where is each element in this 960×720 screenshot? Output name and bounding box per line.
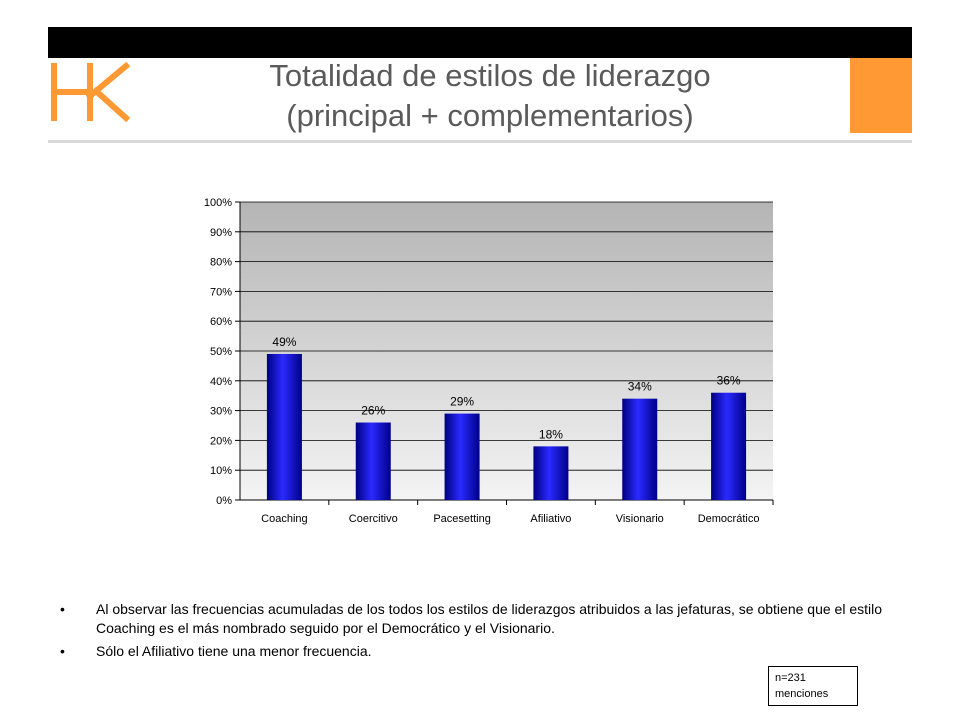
data-label: 49% — [272, 335, 296, 349]
header-bar — [48, 27, 912, 58]
y-tick-label: 80% — [210, 257, 232, 269]
data-label: 18% — [539, 427, 563, 441]
y-tick-label: 70% — [210, 286, 232, 298]
y-tick-label: 40% — [210, 376, 232, 388]
y-tick-label: 60% — [210, 316, 232, 328]
data-label: 26% — [361, 404, 385, 418]
sample-size-note: n=231 menciones — [768, 666, 858, 706]
slide-title: Totalidad de estilos de liderazgo (princ… — [140, 56, 840, 136]
y-tick-label: 30% — [210, 406, 232, 418]
data-label: 34% — [628, 380, 652, 394]
x-tick-label: Democrático — [698, 513, 760, 525]
bar — [533, 446, 569, 500]
x-tick-label: Coaching — [261, 513, 307, 525]
bar-chart: 0% 10% 20% 30% 40% 50% 60% 70% 80% 90% 100% 49% Coa… — [204, 197, 774, 525]
y-tick-label: 0% — [216, 495, 232, 507]
title-line-1: Totalidad de estilos de liderazgo — [269, 58, 711, 93]
header-divider — [48, 140, 912, 143]
x-tick-label: Visionario — [616, 513, 664, 525]
y-tick-label: 10% — [210, 465, 232, 477]
x-tick-label: Coercitivo — [349, 513, 398, 525]
y-tick-label: 100% — [204, 197, 232, 209]
title-line-2: (principal + complementarios) — [286, 98, 694, 133]
note-text: Sólo el Afiliativo tiene una menor frecu… — [96, 643, 372, 659]
notes-list: • Al observar las frecuencias acumuladas… — [60, 600, 910, 665]
bullet-glyph: • — [60, 601, 65, 617]
y-tick-label: 90% — [210, 227, 232, 239]
sample-size-value: n=231 — [775, 672, 806, 684]
data-label: 36% — [717, 374, 741, 388]
bar — [711, 392, 747, 500]
bar — [355, 422, 391, 500]
x-tick-label: Afiliativo — [530, 513, 571, 525]
sample-size-unit: menciones — [775, 688, 829, 700]
bar — [622, 398, 658, 500]
accent-block — [850, 58, 912, 133]
bullet-glyph: • — [60, 643, 65, 659]
y-tick-label: 20% — [210, 435, 232, 447]
bar — [266, 353, 302, 500]
x-tick-label: Pacesetting — [433, 513, 490, 525]
note-item: • Al observar las frecuencias acumuladas… — [60, 600, 910, 638]
bar — [444, 413, 480, 500]
hk-logo — [51, 62, 130, 122]
y-tick-label: 50% — [210, 346, 232, 358]
note-item: • Sólo el Afiliativo tiene una menor fre… — [60, 642, 910, 661]
data-label: 29% — [450, 395, 474, 409]
note-text: Al observar las frecuencias acumuladas d… — [96, 601, 882, 636]
